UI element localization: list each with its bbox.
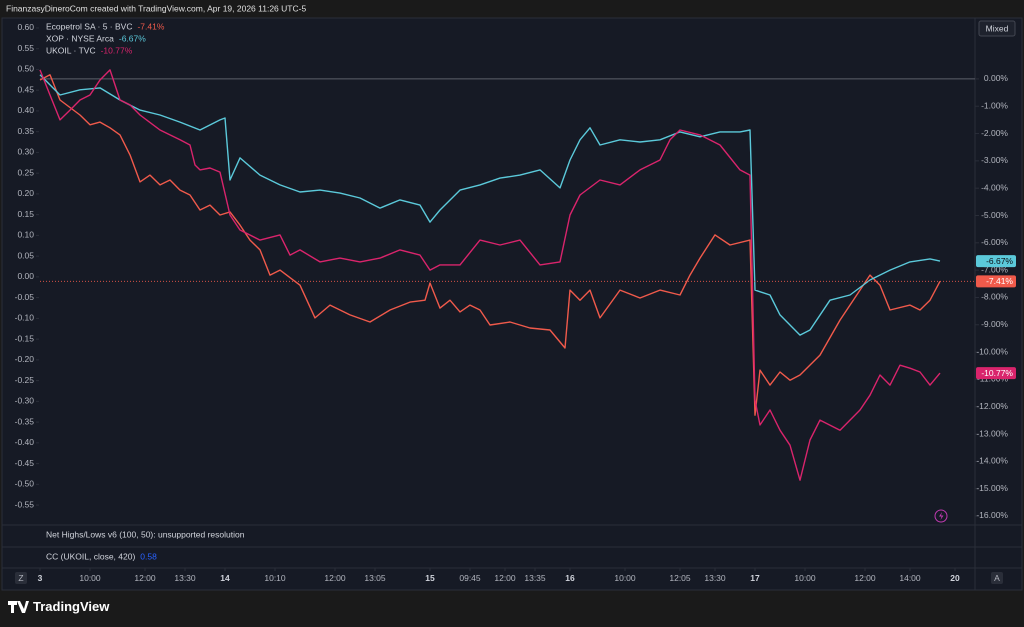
y-tick-label: -0.20 — [15, 354, 35, 364]
y2-tick-label: -14.00% — [976, 456, 1008, 466]
legend-change: -10.77% — [101, 45, 133, 55]
y2-tick-label: -2.00% — [981, 128, 1008, 138]
y2-tick-label: -7.00% — [981, 264, 1008, 274]
legend-name: UKOIL · TVC — [46, 45, 96, 55]
x-tick-label: 09:45 — [459, 573, 481, 583]
y-tick-label: -0.10 — [15, 313, 35, 323]
logo-icon — [8, 601, 29, 613]
series-line — [39, 69, 941, 481]
y-tick-label: 0.20 — [17, 188, 34, 198]
x-tick-label: 14 — [220, 573, 230, 583]
y-tick-label: 0.55 — [17, 43, 34, 53]
price-tag-label: -10.77% — [981, 368, 1013, 378]
price-tag — [976, 255, 1016, 268]
price-tag-label: -7.41% — [986, 276, 1013, 286]
y2-tick-label: -5.00% — [981, 210, 1008, 220]
y2-tick-label: -1.00% — [981, 100, 1008, 110]
y2-tick-label: -8.00% — [981, 292, 1008, 302]
y2-tick-label: -13.00% — [976, 428, 1008, 438]
y-tick-label: -0.40 — [15, 437, 35, 447]
price-tag — [976, 367, 1016, 380]
y2-tick-label: -16.00% — [976, 510, 1008, 520]
x-tick-label: 17 — [750, 573, 760, 583]
alert-icon-bolt — [939, 512, 944, 520]
y-tick-label: -0.45 — [15, 458, 35, 468]
scale-mode-button[interactable] — [978, 20, 1016, 37]
x-tick-label: 10:00 — [79, 573, 101, 583]
y-tick-label: 0.35 — [17, 126, 34, 136]
legend-change: -7.41% — [137, 21, 164, 31]
indicator-name: CC (UKOIL, close, 420) — [46, 551, 135, 561]
x-tick-label: 10:00 — [614, 573, 636, 583]
y-tick-label: 0.30 — [17, 147, 34, 157]
attribution: FinanzasyDineroCom created with TradingV… — [6, 3, 306, 13]
zoom-button[interactable] — [15, 572, 27, 584]
y-tick-label: -0.05 — [15, 292, 35, 302]
x-tick-label: 12:00 — [134, 573, 156, 583]
series-line — [39, 74, 941, 336]
x-tick-label: 13:35 — [524, 573, 546, 583]
scale-mode-label[interactable]: Mixed — [986, 23, 1009, 33]
indicator-value: 0.58 — [140, 551, 157, 561]
y-tick-label: -0.15 — [15, 333, 35, 343]
x-tick-label: 12:00 — [324, 573, 346, 583]
y-tick-label: 0.60 — [17, 22, 34, 32]
x-tick-label: 15 — [425, 573, 435, 583]
x-tick-label: 14:00 — [899, 573, 921, 583]
y-tick-label: 0.10 — [17, 230, 34, 240]
y2-tick-label: 0.00% — [984, 73, 1009, 83]
x-tick-label: 13:30 — [704, 573, 726, 583]
x-tick-label: 3 — [38, 573, 43, 583]
y2-tick-label: -3.00% — [981, 155, 1008, 165]
x-tick-label: 10:10 — [264, 573, 286, 583]
y-tick-label: 0.45 — [17, 84, 34, 94]
y2-tick-label: -9.00% — [981, 319, 1008, 329]
x-tick-label: 20 — [950, 573, 960, 583]
y2-tick-label: -12.00% — [976, 401, 1008, 411]
x-tick-label: 12:00 — [494, 573, 516, 583]
y-tick-label: -0.35 — [15, 416, 35, 426]
series-line — [39, 74, 941, 416]
y-tick-label: -0.25 — [15, 375, 35, 385]
y-tick-label: 0.00 — [17, 271, 34, 281]
y-tick-label: 0.15 — [17, 209, 34, 219]
y2-tick-label: -10.00% — [976, 346, 1008, 356]
y-tick-label: -0.30 — [15, 396, 35, 406]
y2-tick-label: -6.00% — [981, 237, 1008, 247]
y-tick-label: 0.25 — [17, 167, 34, 177]
auto-label[interactable]: A — [994, 573, 1000, 583]
indicator-name: Net Highs/Lows v6 (100, 50): unsupported… — [46, 529, 245, 539]
y-tick-label: -0.55 — [15, 499, 35, 509]
alert-icon[interactable] — [934, 509, 948, 523]
y2-tick-label: -4.00% — [981, 182, 1008, 192]
x-tick-label: 12:00 — [854, 573, 876, 583]
x-tick-label: 13:30 — [174, 573, 196, 583]
x-tick-label: 13:05 — [364, 573, 386, 583]
x-tick-label: 10:00 — [794, 573, 816, 583]
y-tick-label: 0.50 — [17, 64, 34, 74]
x-tick-label: 16 — [565, 573, 575, 583]
y2-tick-label: -15.00% — [976, 483, 1008, 493]
legend-name: XOP · NYSE Arca — [46, 33, 114, 43]
chart-pane — [1, 17, 1023, 591]
price-tag — [976, 275, 1016, 288]
zoom-label[interactable]: Z — [18, 573, 23, 583]
price-tag-label: -6.67% — [986, 256, 1013, 266]
y-tick-label: 0.40 — [17, 105, 34, 115]
legend-change: -6.67% — [119, 33, 146, 43]
y-tick-label: -0.50 — [15, 479, 35, 489]
auto-button[interactable] — [991, 572, 1003, 584]
logo-text: TradingView — [33, 599, 110, 614]
y-tick-label: 0.05 — [17, 250, 34, 260]
legend-name: Ecopetrol SA · 5 · BVC — [46, 21, 132, 31]
x-tick-label: 12:05 — [669, 573, 691, 583]
